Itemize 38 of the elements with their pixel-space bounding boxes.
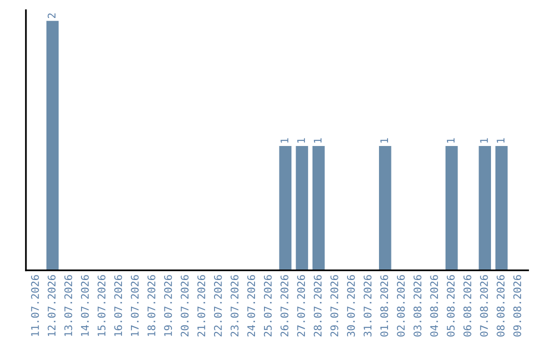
data-label: 1	[380, 138, 388, 143]
data-label: 1	[496, 138, 504, 143]
x-tick-label: 06.08.2026	[463, 275, 472, 336]
x-tick-label: 28.07.2026	[314, 275, 322, 336]
x-tick-label: 01.08.2026	[380, 275, 388, 336]
data-label: 1	[480, 138, 488, 143]
x-tick-label: 14.07.2026	[80, 275, 89, 336]
x-tick-label: 05.08.2026	[446, 275, 455, 336]
x-tick-label: 26.07.2026	[280, 275, 288, 336]
x-tick-label: 24.07.2026	[247, 275, 256, 336]
x-tick-label: 27.07.2026	[297, 275, 306, 336]
x-tick-label: 25.07.2026	[264, 275, 272, 336]
x-tick-label: 08.08.2026	[496, 275, 505, 336]
x-tick-label: 20.07.2026	[180, 275, 189, 336]
x-tick-label: 11.07.2026	[31, 275, 39, 336]
x-tick-label: 19.07.2026	[164, 275, 172, 336]
x-tick-label: 23.07.2026	[230, 275, 238, 336]
data-label: 1	[314, 138, 322, 143]
x-tick-label: 15.07.2026	[98, 275, 106, 336]
x-tick-label: 31.07.2026	[364, 275, 372, 336]
x-tick-label: 13.07.2026	[64, 275, 72, 336]
x-tick-label: 22.07.2026	[214, 275, 222, 336]
data-label: 1	[280, 138, 288, 143]
x-tick-label: 30.07.2026	[347, 275, 355, 336]
x-tick-label: 02.08.2026	[396, 275, 405, 336]
x-tick-label: 29.07.2026	[330, 275, 338, 336]
x-tick-label: 12.07.2026	[48, 275, 56, 336]
x-tick-label: 16.07.2026	[114, 275, 122, 336]
data-label: 1	[446, 138, 455, 143]
x-tick-label: 04.08.2026	[430, 275, 438, 336]
data-label: 1	[297, 138, 305, 143]
x-tick-label: 21.07.2026	[197, 275, 206, 336]
x-tick-label: 18.07.2026	[147, 275, 156, 336]
data-label: 2	[48, 13, 56, 18]
x-tick-label: 03.08.2026	[414, 275, 422, 336]
x-tick-label: 07.08.2026	[480, 275, 488, 336]
x-tick-label: 09.08.2026	[513, 275, 522, 336]
x-tick-label: 17.07.2026	[130, 275, 139, 336]
